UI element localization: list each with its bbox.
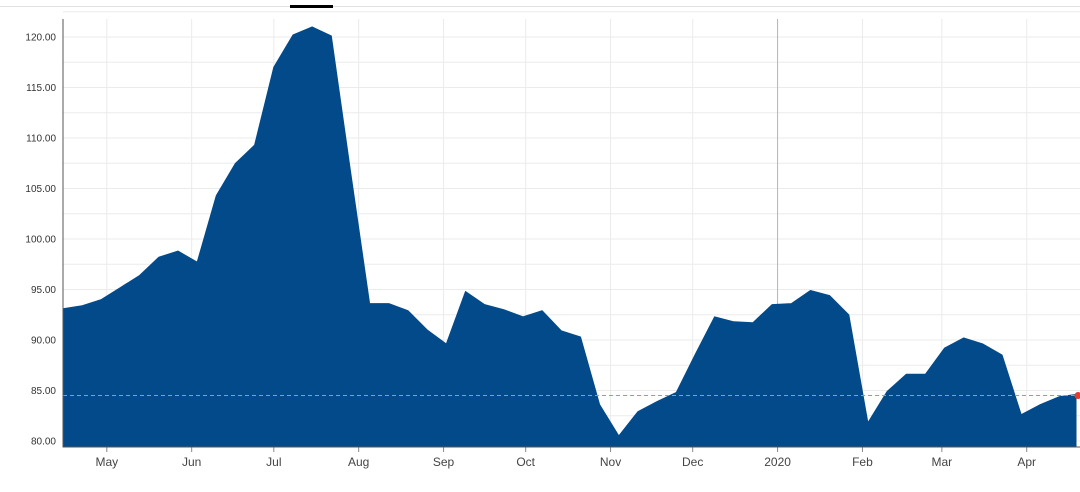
axis-layer xyxy=(62,19,1080,452)
x-tick-label: Mar xyxy=(932,455,953,469)
y-tick-label: 90.00 xyxy=(31,336,56,347)
current-value-marker xyxy=(1074,392,1080,400)
active-range-indicator xyxy=(290,5,333,8)
y-tick-label: 105.00 xyxy=(25,184,56,195)
x-tick-label: Jul xyxy=(266,455,281,469)
x-tick-label: Oct xyxy=(516,455,535,469)
x-tick-label: Sep xyxy=(433,455,455,469)
y-tick-label: 95.00 xyxy=(31,285,56,296)
x-tick-label: May xyxy=(95,455,118,469)
top-divider xyxy=(0,6,1080,7)
price-area xyxy=(62,26,1077,448)
y-tick-label: 80.00 xyxy=(31,437,56,448)
area-layer xyxy=(62,26,1077,448)
y-tick-label: 85.00 xyxy=(31,386,56,397)
x-tick-label: Nov xyxy=(600,455,621,469)
x-tick-label: Apr xyxy=(1017,455,1036,469)
x-tick-label: Jun xyxy=(182,455,201,469)
y-tick-label: 110.00 xyxy=(26,134,56,145)
x-tick-label: Dec xyxy=(682,455,703,469)
x-tick-label: Feb xyxy=(852,455,873,469)
y-tick-label: 100.00 xyxy=(25,235,56,246)
x-tick-label: Aug xyxy=(348,455,369,469)
label-layer: 120.00 115.00 110.00 105.00 100.00 95.00 90.00… xyxy=(25,33,1036,470)
x-tick-label: 2020 xyxy=(764,455,791,469)
y-tick-label: 120.00 xyxy=(25,33,56,44)
y-tick-label: 115.00 xyxy=(26,83,56,94)
